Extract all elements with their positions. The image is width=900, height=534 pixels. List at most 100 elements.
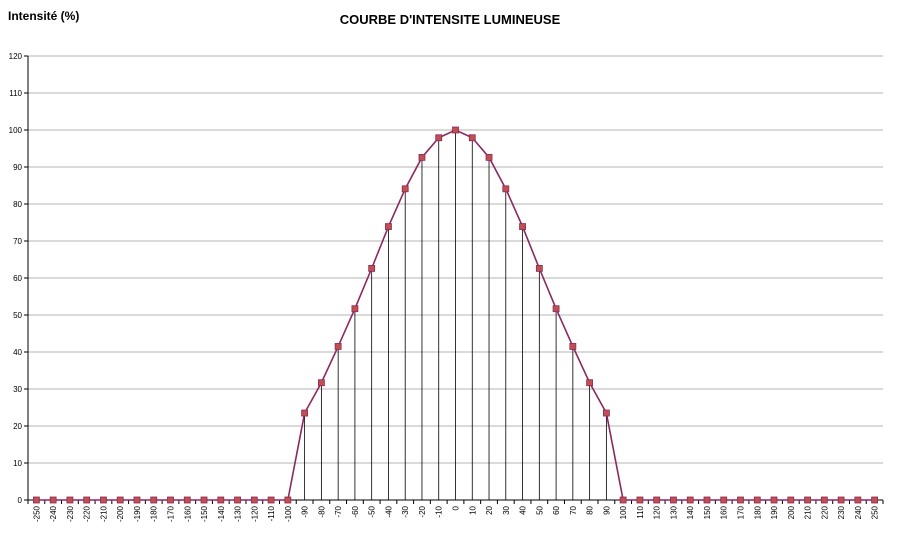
data-point [100,496,107,504]
x-tick-label: -190 [133,505,142,522]
y-tick-label: 90 [13,163,22,172]
x-tick-label: 150 [703,505,712,519]
x-tick-label: -70 [334,505,343,517]
x-tick-label: 0 [452,505,461,510]
x-tick-label: 80 [586,505,595,514]
x-tick-label: -90 [301,505,310,517]
x-tick-label: -230 [66,505,75,522]
data-point [519,223,526,230]
data-point [317,379,325,387]
x-tick-label: 120 [653,505,662,519]
data-point [753,496,761,504]
x-tick-label: 110 [636,505,645,518]
data-point [368,264,376,272]
x-tick-label: -140 [217,505,226,522]
data-point [787,496,795,504]
x-tick-label: -10 [435,505,444,517]
data-point [200,496,208,504]
y-axis-title: Intensité (%) [8,9,80,23]
data-point [452,126,459,134]
data-point [586,379,594,387]
y-tick-label: 80 [13,200,22,209]
x-tick-labels: -250 -240 -230 -220 -210 -200 -190 -180 -170 -160… [32,505,879,522]
data-point [820,496,828,504]
data-point [535,264,543,272]
chart-title: COURBE D'INTENSITE LUMINEUSE [339,12,561,27]
data-point [116,496,124,504]
x-tick-label: -40 [384,505,393,517]
data-point [351,305,359,313]
x-tick-label: -20 [418,505,427,517]
x-tick-label: 220 [820,505,829,519]
data-point [250,496,258,504]
data-point [435,134,443,142]
x-tick-label: -120 [250,505,259,522]
data-point [602,409,610,417]
x-tick-label: 200 [787,505,796,519]
data-point [66,496,74,504]
x-tick-label: 50 [535,505,544,514]
x-tick-label: -150 [200,505,209,522]
x-tick-label: -250 [32,505,41,522]
data-point [167,496,174,504]
x-tick-label: 190 [770,505,779,519]
data-point [284,496,292,504]
data-point [837,496,845,504]
data-point [301,409,309,417]
x-tick-label: -200 [116,505,125,522]
axes [24,55,884,504]
data-point [334,343,342,350]
y-tick-label: 20 [13,422,22,431]
x-tick-label: 10 [468,505,477,514]
x-tick-label: 240 [854,505,863,519]
data-point [83,496,91,504]
x-tick-label: -220 [83,505,92,522]
y-tick-label: 30 [13,385,22,394]
data-point [150,496,158,504]
x-tick-label: -100 [284,505,293,522]
data-point [49,496,57,504]
data-point [217,496,225,504]
data-point [854,496,862,504]
data-point [703,496,711,504]
data-point [636,496,644,504]
y-tick-label: 120 [9,52,23,61]
data-point [385,223,392,230]
data-point [670,496,677,504]
data-point [418,153,426,161]
data-point [770,496,778,504]
x-tick-label: -110 [267,505,276,521]
x-tick-label: 40 [519,505,528,514]
x-tick-label: 160 [720,505,729,519]
x-tick-label: 60 [552,505,561,514]
x-tick-label: 180 [753,505,762,519]
x-tick-label: -50 [368,505,377,517]
y-tick-labels: 0 10 20 30 40 50 60 70 80 90 100 110 120 [9,52,23,505]
data-point [653,496,661,504]
data-point [401,185,409,193]
x-tick-label: -210 [99,505,108,522]
drop-lines [304,130,607,500]
x-tick-label: 30 [502,505,511,514]
series-layer [32,126,879,504]
x-tick-label: 230 [837,505,846,519]
data-point [468,134,476,142]
data-point [502,185,510,193]
x-tick-label: -80 [317,505,326,517]
y-tick-label: 60 [13,274,22,283]
x-tick-label: 90 [602,505,611,514]
x-tick-label: 140 [686,505,695,519]
y-tick-label: 40 [13,348,22,357]
x-tick-label: 130 [669,505,678,519]
data-point [133,496,141,504]
data-point [485,153,493,161]
x-tick-label: 210 [804,505,813,519]
x-tick-label: -240 [49,505,58,522]
data-point [737,496,744,504]
data-point [686,496,694,504]
x-tick-label: -170 [167,505,176,522]
data-point [804,496,811,504]
x-tick-label: -180 [150,505,159,522]
x-tick-label: 20 [485,505,494,514]
